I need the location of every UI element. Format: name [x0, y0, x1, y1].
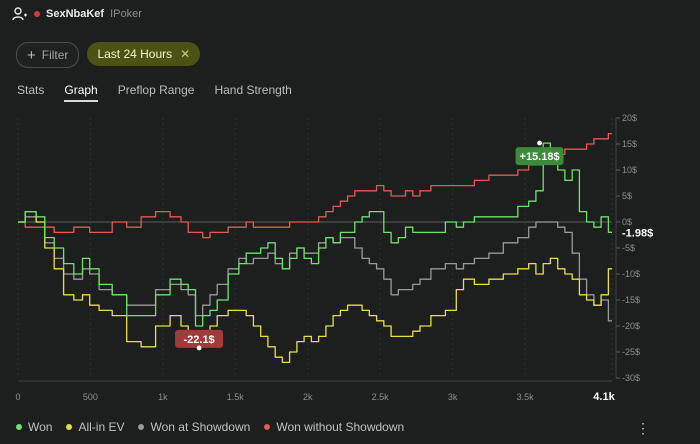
header: SexNbaKef IPoker: [12, 6, 142, 22]
tab-preflop-range[interactable]: Preflop Range: [117, 83, 195, 97]
y-tick-label: -30$: [622, 373, 640, 383]
close-icon[interactable]: ✕: [180, 47, 191, 61]
y-tick-label: -20$: [622, 321, 640, 331]
filter-button[interactable]: + Filter: [16, 42, 80, 68]
x-tick-label: 4.1k: [593, 391, 615, 403]
filters-bar: + Filter Last 24 Hours ✕: [16, 42, 201, 68]
tabs: Stats Graph Preflop Range Hand Strength: [17, 83, 292, 102]
chip-label: Last 24 Hours: [97, 47, 173, 61]
tab-stats[interactable]: Stats: [17, 83, 45, 97]
x-tick-label: 1.5k: [227, 392, 245, 402]
profit-graph: 20$ 15$ 10$ 5$ 0$ -5$ -10$ -15$ -20$ -25$ -30$ 0 500…: [0, 108, 700, 416]
player-name: SexNbaKef: [46, 8, 105, 20]
legend-label: Won: [28, 420, 53, 434]
player-flag: [34, 11, 40, 17]
x-tick-label: 0: [15, 392, 20, 402]
annotation-point: [537, 140, 542, 146]
annotation-label: +15.18$: [520, 151, 560, 163]
y-tick-label: 20$: [622, 113, 637, 123]
y-tick-label: -15$: [622, 295, 640, 305]
legend-item-won-without-showdown[interactable]: Won without Showdown: [264, 420, 404, 434]
y-tick-label: -5$: [622, 243, 635, 253]
legend-label: All-in EV: [78, 420, 125, 434]
y-tick-label: -10$: [622, 269, 640, 279]
x-tick-label: 1k: [158, 392, 168, 402]
legend-dot: [138, 424, 145, 430]
filter-label: Filter: [41, 48, 69, 62]
y-tick-label: 0$: [622, 217, 632, 227]
x-tick-label: 500: [83, 392, 98, 402]
date-range-chip[interactable]: Last 24 Hours ✕: [87, 42, 201, 66]
y-tick-label: 10$: [622, 165, 637, 175]
annotation-badge: [175, 329, 224, 348]
legend: Won All-in EV Won at Showdown Won withou…: [16, 420, 404, 434]
legend-item-won-at-showdown[interactable]: Won at Showdown: [138, 420, 250, 434]
series-line-all-in-ev: [18, 210, 612, 364]
legend-item-won[interactable]: Won: [16, 420, 52, 434]
plus-icon: +: [27, 46, 36, 64]
annotation-point: [196, 345, 202, 351]
chart-svg: 20$ 15$ 10$ 5$ 0$ -5$ -10$ -15$ -20$ -25$ -30$ 0 500…: [15, 113, 653, 403]
tab-hand-strength[interactable]: Hand Strength: [214, 83, 292, 97]
x-tick-label: 2k: [303, 392, 313, 402]
legend-dot: [16, 424, 22, 430]
y-tick-label: -25$: [622, 347, 640, 357]
legend-dot: [264, 424, 271, 430]
x-tick-label: 2.5k: [372, 392, 390, 402]
series-line-won: [18, 142, 612, 327]
x-tick-label: 3.5k: [517, 392, 535, 402]
tab-graph[interactable]: Graph: [64, 83, 98, 102]
legend-dot: [66, 424, 73, 430]
legend-label: Won without Showdown: [276, 420, 405, 434]
x-tick-label: 3k: [448, 392, 458, 402]
legend-label: Won at Showdown: [150, 420, 251, 434]
annotation-badge: [515, 147, 564, 166]
legend-item-all-in-ev[interactable]: All-in EV: [66, 420, 124, 434]
y-tick-label: 15$: [622, 139, 637, 149]
annotation-label: -22.1$: [183, 334, 214, 346]
user-icon[interactable]: [12, 6, 28, 22]
current-value-label: -1.98$: [622, 227, 653, 239]
more-vertical-icon[interactable]: ⋮: [636, 420, 650, 436]
site-name: IPoker: [110, 8, 142, 20]
y-tick-label: 5$: [622, 191, 632, 201]
